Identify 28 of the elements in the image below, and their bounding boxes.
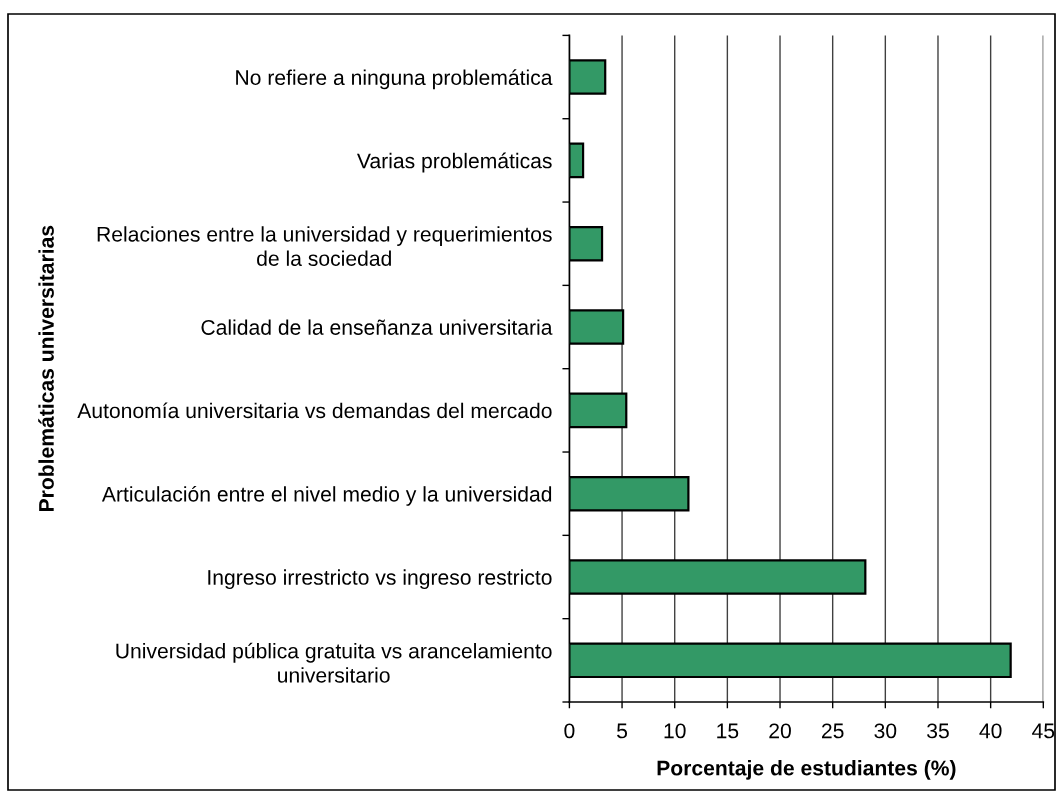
y-tick-label: Ingreso irrestricto vs ingreso restricto [208,569,552,590]
x-tick-label: 35 [927,723,949,739]
x-tick-label: 45 [1032,723,1055,739]
y-axis-title: Problemáticas universitarias [38,225,54,512]
x-tick-label: 15 [717,723,739,739]
bar [569,59,607,95]
y-tick-label: Autonomía universitaria vs demandas del mercado [77,402,552,419]
x-tick-label: 5 [617,723,628,739]
bar [569,475,690,512]
y-tick-label: Relaciones entre la universidad y requerimientos de la sociedad [97,226,552,266]
bar [569,142,585,179]
y-tick-label: Varias problemáticas [356,152,552,173]
y-tick-label: Articulación entre el nivel medio y la universidad [101,485,552,506]
bar [569,309,625,345]
bar [569,392,628,429]
x-tick-label: 0 [564,723,575,739]
x-axis-title: Porcentaje de estudiantes (%) [657,759,956,780]
x-tick-label: 40 [979,723,1002,739]
x-tick-label: 10 [664,723,686,739]
x-tick-label: 25 [822,723,844,739]
x-tick-label: 20 [769,723,791,739]
bar [569,225,604,262]
y-tick-label: Universidad pública gratuita vs arancelamiento universitario [116,642,552,683]
bar [569,559,867,595]
y-tick-label: No refiere a ninguna problemática [236,69,553,90]
y-tick-label: Calidad de la enseñanza universitaria [201,319,553,335]
x-tick-label: 30 [874,723,897,739]
bar [569,642,1012,679]
